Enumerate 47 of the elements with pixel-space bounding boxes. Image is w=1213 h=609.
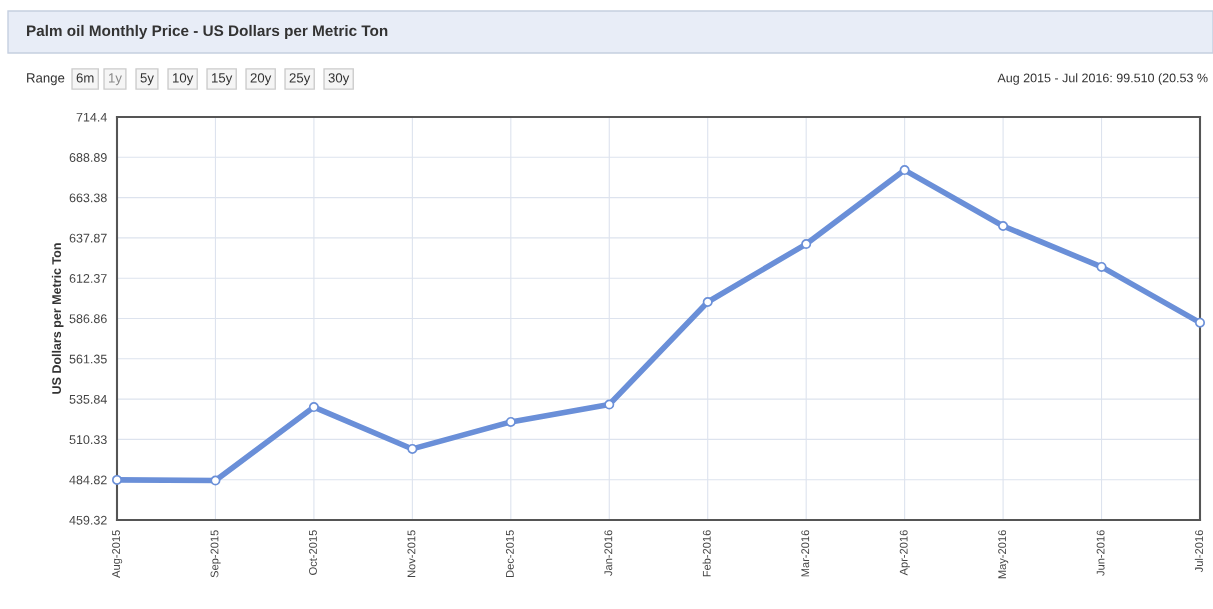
text: 6m	[76, 73, 94, 83]
y-axis-title: US Dollars per Metric Ton	[51, 243, 64, 394]
x-tick-label: Apr-2016	[899, 530, 910, 576]
y-tick-label: 688.89	[69, 153, 107, 162]
text: Aug 2015 - Jul 2016: 99.510 (20.53 %	[997, 73, 1208, 85]
y-tick-label: 586.86	[69, 314, 107, 324]
chart-title: Palm oil Monthly Price - US Dollars per Metric Ton	[27, 24, 388, 40]
x-tick-label: May-2016	[998, 530, 1009, 579]
x-tick-label: Nov-2015	[407, 530, 416, 577]
y-tick-label: 714.4	[76, 112, 107, 122]
y-tick-label: 484.82	[69, 475, 107, 485]
text: 25y	[289, 73, 311, 86]
y-tick-label: 510.33	[69, 435, 107, 445]
text: 5y	[140, 73, 154, 86]
point	[801, 239, 812, 250]
y-tick-label: 612.37	[69, 274, 107, 283]
x-tick-label: Feb-2016	[702, 530, 711, 577]
point	[505, 416, 516, 427]
point	[308, 402, 319, 413]
point	[210, 475, 221, 486]
x-tick-label: Mar-2016	[801, 530, 810, 577]
point	[899, 165, 910, 176]
point	[998, 221, 1009, 232]
text: 20y	[250, 73, 272, 86]
text: 10y	[173, 73, 194, 86]
y-tick-label: 535.84	[69, 394, 107, 404]
text: 1y	[109, 73, 122, 86]
x-tick-label: Aug-2015	[112, 530, 123, 578]
text: 15y	[212, 73, 233, 86]
x-tick-label: Jan-2016	[604, 530, 613, 576]
y-tick-label: 637.87	[69, 233, 107, 243]
x-tick-label: Jun-2016	[1096, 530, 1105, 576]
y-tick-label: 561.35	[69, 354, 107, 364]
point	[702, 297, 713, 308]
x-tick-label: Oct-2015	[309, 530, 317, 575]
x-tick-label: Dec-2015	[505, 530, 514, 577]
text: Range	[27, 73, 65, 86]
point	[111, 474, 123, 485]
point	[1194, 317, 1206, 328]
x-tick-label: Sep-2015	[210, 530, 221, 578]
point	[604, 399, 615, 410]
point	[407, 443, 418, 454]
text: 30y	[328, 73, 350, 86]
y-tick-label: 459.32	[69, 515, 107, 525]
y-tick-label: 663.38	[69, 193, 107, 203]
x-tick-label: Jul-2016	[1194, 530, 1203, 573]
point	[1096, 261, 1107, 272]
